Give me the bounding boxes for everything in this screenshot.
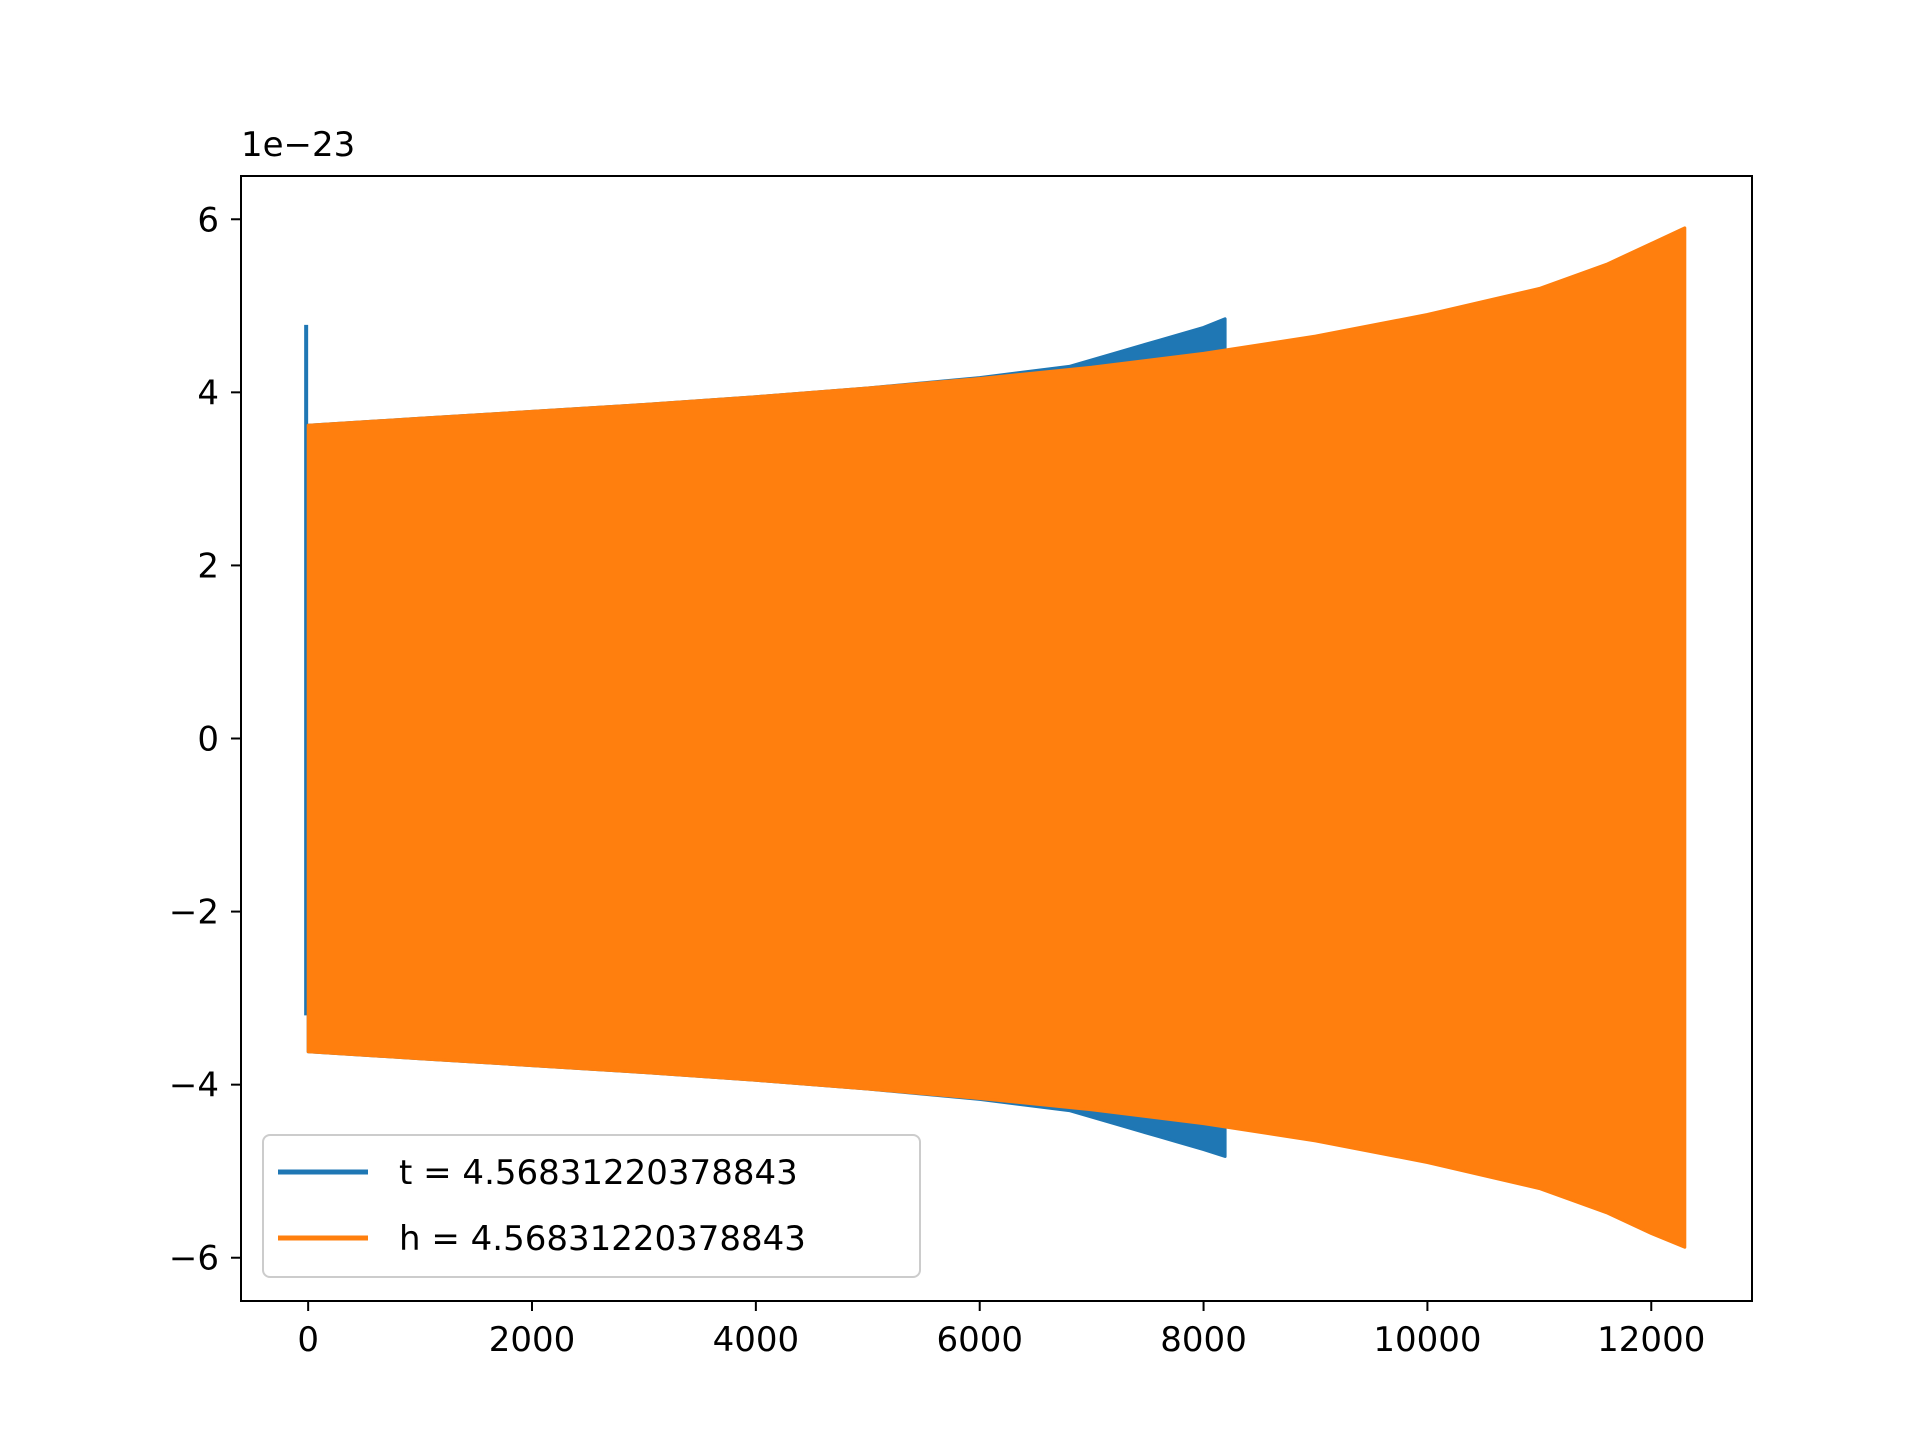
- y-tick-label: −4: [169, 1066, 219, 1106]
- y-tick-label: 0: [197, 720, 219, 760]
- series-1-band: [306, 226, 1687, 1249]
- x-tick-label: 10000: [1373, 1320, 1481, 1360]
- x-tick-label: 4000: [713, 1320, 800, 1360]
- y-offset-text: 1e−23: [241, 125, 355, 165]
- y-tick-label: 2: [197, 546, 219, 586]
- y-tick-label: −2: [169, 893, 219, 933]
- legend-box: [262, 1134, 921, 1278]
- y-tick-label: 4: [197, 373, 219, 413]
- legend-label: h = 4.56831220378843: [399, 1219, 806, 1259]
- legend: t = 4.56831220378843 h = 4.56831220378843: [262, 1134, 921, 1278]
- y-tick-label: 6: [197, 200, 219, 240]
- legend-label: t = 4.56831220378843: [399, 1153, 798, 1193]
- y-tick-label: −6: [169, 1239, 219, 1279]
- x-tick-label: 8000: [1160, 1320, 1247, 1360]
- x-tick-label: 0: [297, 1320, 319, 1360]
- x-tick-label: 6000: [936, 1320, 1023, 1360]
- x-axis: 0 2000 4000 6000 8000 10000 12000: [297, 1301, 1705, 1360]
- series-layer: [304, 226, 1687, 1249]
- x-tick-label: 2000: [489, 1320, 576, 1360]
- y-axis: −6 −4 −2 0 2 4 6: [169, 200, 241, 1279]
- x-tick-label: 12000: [1597, 1320, 1705, 1360]
